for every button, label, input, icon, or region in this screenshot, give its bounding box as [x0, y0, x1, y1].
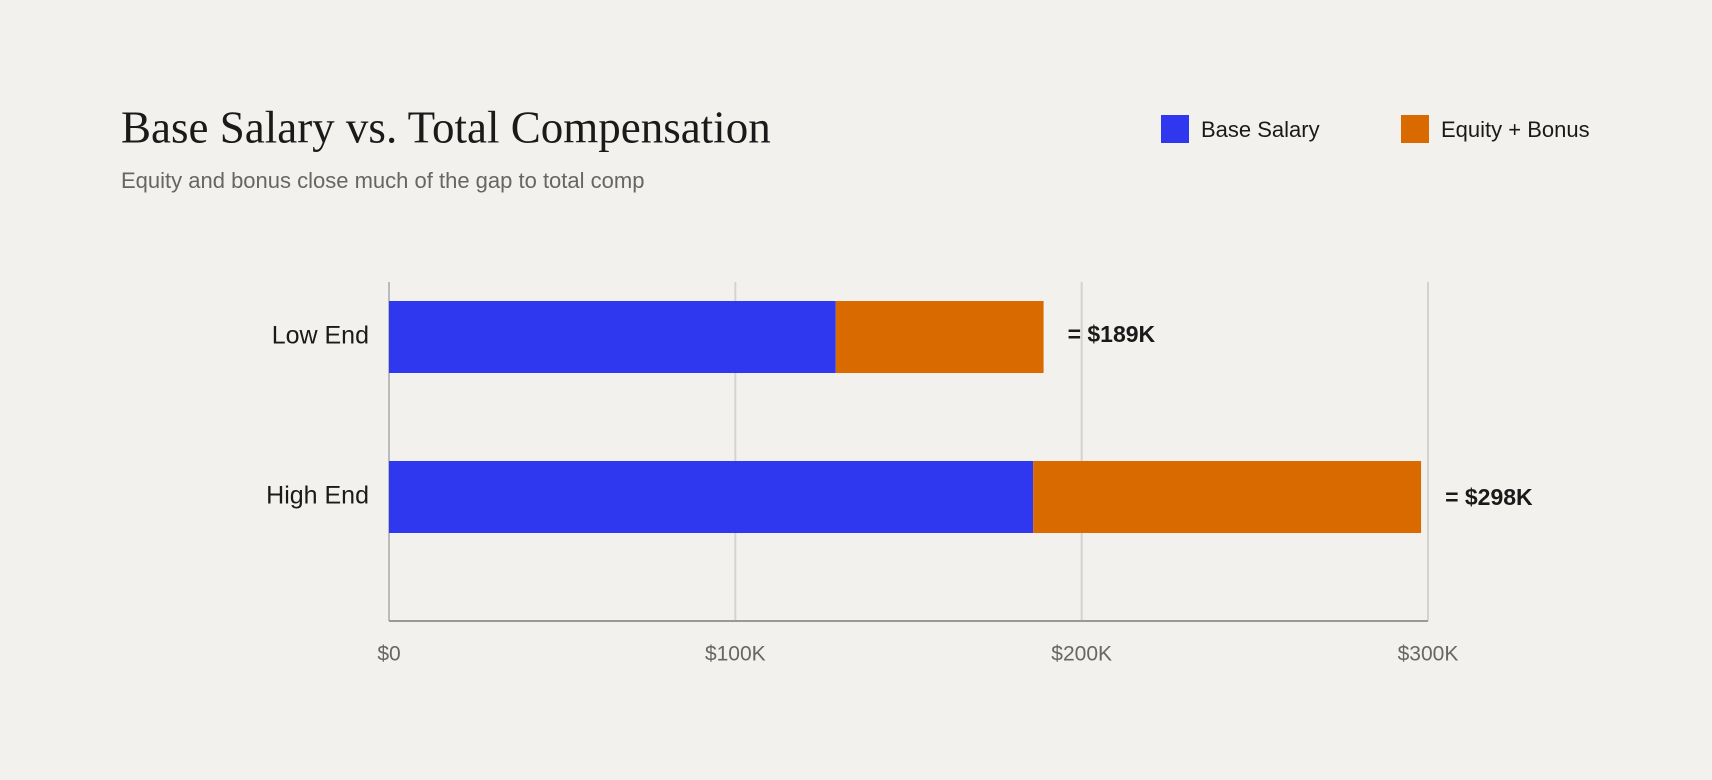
- chart-subtitle: Equity and bonus close much of the gap t…: [121, 168, 644, 193]
- x-tick-label: $200K: [1051, 643, 1112, 666]
- x-tick-label: $100K: [705, 643, 766, 666]
- total-label: = $298K: [1445, 484, 1533, 510]
- bar-segment: [389, 461, 1034, 533]
- x-tick-label: $300K: [1398, 643, 1459, 666]
- y-tick-label: Low End: [272, 322, 369, 350]
- bar-segment: [1033, 461, 1422, 533]
- chart-title: Base Salary vs. Total Compensation: [121, 102, 771, 152]
- legend-label: Equity + Bonus: [1441, 117, 1590, 142]
- legend-swatch: [1401, 115, 1429, 143]
- legend-swatch: [1161, 115, 1189, 143]
- bar-segment: [835, 301, 1044, 373]
- x-tick-label: $0: [377, 643, 400, 666]
- y-tick-label: High End: [266, 482, 369, 510]
- bar-segment: [389, 301, 836, 373]
- legend-label: Base Salary: [1201, 117, 1320, 142]
- total-label: = $189K: [1068, 321, 1156, 347]
